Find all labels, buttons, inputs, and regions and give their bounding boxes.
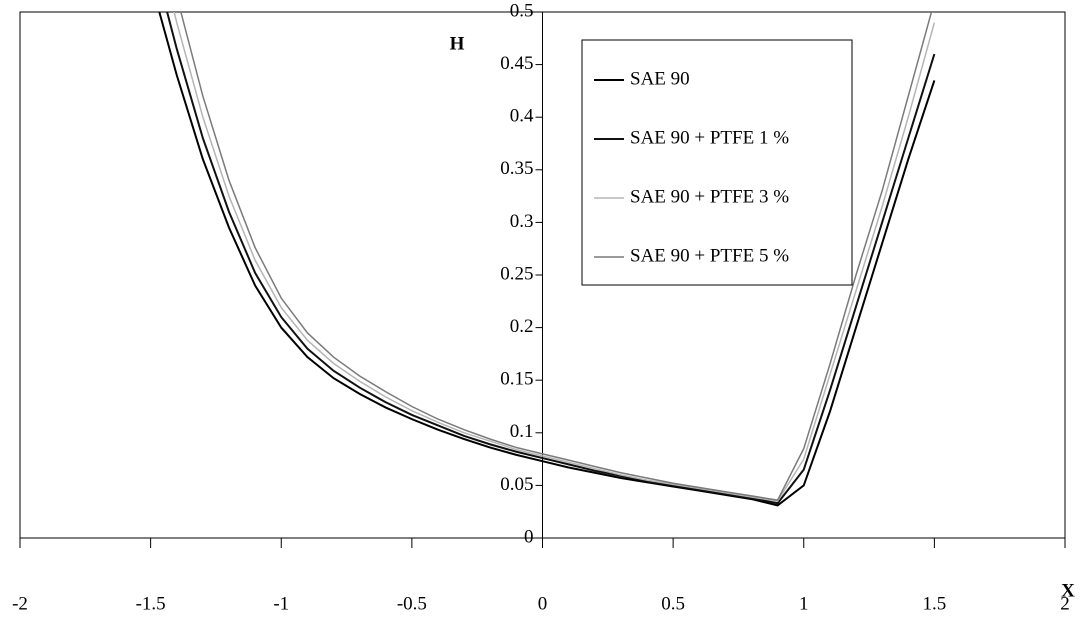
x-tick-label: 0.5	[661, 593, 685, 614]
data-line	[166, 12, 936, 505]
y-tick-label: 0.5	[510, 0, 534, 21]
y-tick-label: 0	[524, 526, 534, 547]
x-tick-label: 2	[1060, 593, 1070, 614]
y-tick-label: 0.2	[510, 316, 534, 337]
data-line	[158, 12, 936, 507]
y-tick-label: 0.1	[510, 421, 534, 442]
y-tick-label: 0.15	[500, 369, 533, 390]
legend-label: SAE 90	[630, 68, 690, 89]
y-tick-label: 0.45	[500, 53, 533, 74]
legend-box	[581, 39, 853, 286]
x-tick-label: -1.5	[136, 593, 166, 614]
data-line	[180, 12, 933, 501]
legend-label: SAE 90 + PTFE 5 %	[630, 245, 789, 266]
x-tick-label: -0.5	[397, 593, 427, 614]
x-tick-label: -1	[273, 593, 289, 614]
legend-label: SAE 90 + PTFE 1 %	[630, 127, 789, 148]
y-tick-label: 0.3	[510, 211, 534, 232]
y-tick-label: 0.05	[500, 474, 533, 495]
x-tick-label: -2	[12, 593, 28, 614]
y-tick-label: 0.25	[500, 263, 533, 284]
x-tick-label: 0	[538, 593, 548, 614]
x-axis-label: X	[1061, 580, 1075, 601]
x-tick-label: 1.5	[923, 593, 947, 614]
x-tick-label: 1	[799, 593, 809, 614]
data-line	[173, 12, 936, 502]
plot-area	[158, 12, 936, 507]
y-axis-label: H	[450, 33, 465, 54]
legend-label: SAE 90 + PTFE 3 %	[630, 186, 789, 207]
y-tick-label: 0.35	[500, 158, 533, 179]
legend: SAE 90 SAE 90 + PTFE 1 % SAE 90 + PTFE 3 %…	[581, 39, 853, 286]
y-tick-label: 0.4	[510, 106, 534, 127]
